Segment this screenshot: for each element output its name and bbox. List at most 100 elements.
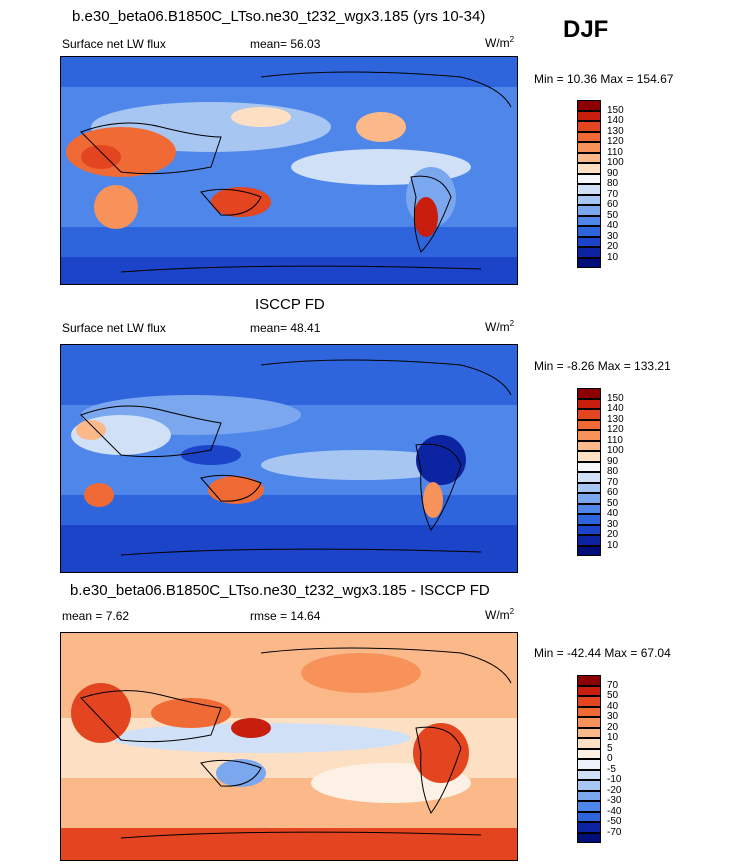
colorbar-swatch xyxy=(577,121,601,132)
colorbar-swatch xyxy=(577,748,601,759)
colorbar-tick-label: 40 xyxy=(607,508,619,519)
colorbar-tick-label: -70 xyxy=(607,826,622,838)
panel-1-units: W/m2 xyxy=(485,35,515,50)
panel-2-map xyxy=(60,344,518,573)
colorbar-tick-label: -10 xyxy=(607,774,622,785)
colorbar-swatch xyxy=(577,152,601,163)
colorbar-swatch xyxy=(577,696,601,707)
colorbar-swatch xyxy=(577,780,601,791)
colorbar-tick-label: 100 xyxy=(607,445,624,456)
colorbar-swatch xyxy=(577,832,601,843)
colorbar-tick-label: 80 xyxy=(607,178,619,189)
colorbar-tick-label: 110 xyxy=(607,434,623,446)
colorbar-tick-label: 90 xyxy=(607,455,619,467)
panel-1-minmax: Min = 10.36 Max = 154.67 xyxy=(534,72,674,86)
colorbar-tick-label: 40 xyxy=(607,220,619,231)
colorbar-swatch xyxy=(577,545,601,556)
panel-2-variable-label: Surface net LW flux xyxy=(62,321,166,335)
panel-3-rmse-label: rmse = 14.64 xyxy=(250,609,321,623)
colorbar-tick-label: 40 xyxy=(607,700,619,712)
colorbar-tick-label: 90 xyxy=(607,167,619,179)
colorbar-tick-label: 50 xyxy=(607,690,619,701)
colorbar-swatch xyxy=(577,247,601,258)
panel-3-units: W/m2 xyxy=(485,607,515,622)
colorbar-swatch xyxy=(577,801,601,812)
colorbar-tick-label: -5 xyxy=(607,763,616,775)
colorbar-tick-label: 130 xyxy=(607,413,624,425)
colorbar-tick-label: -20 xyxy=(607,784,622,796)
colorbar-swatch xyxy=(577,409,601,420)
colorbar-tick-label: 30 xyxy=(607,230,619,242)
colorbar-tick-label: 20 xyxy=(607,721,619,733)
colorbar-tick-label: 5 xyxy=(607,742,613,754)
colorbar-tick-label: 70 xyxy=(607,476,619,488)
colorbar-tick-label: -50 xyxy=(607,816,622,827)
colorbar-swatch xyxy=(577,236,601,247)
colorbar-tick-label: 140 xyxy=(607,115,624,126)
colorbar-tick-label: 120 xyxy=(607,136,624,147)
colorbar-swatch xyxy=(577,440,601,451)
panel-3-minmax: Min = -42.44 Max = 67.04 xyxy=(534,646,671,660)
colorbar-tick-label: 50 xyxy=(607,209,619,221)
colorbar-tick-label: -40 xyxy=(607,805,622,817)
colorbar-swatch xyxy=(577,482,601,493)
colorbar-swatch xyxy=(577,759,601,770)
colorbar-swatch xyxy=(577,100,601,111)
colorbar-swatch xyxy=(577,131,601,142)
colorbar-tick-label: 60 xyxy=(607,487,619,498)
colorbar-tick-label: 140 xyxy=(607,403,624,414)
colorbar-swatch xyxy=(577,524,601,535)
panel-1-variable-label: Surface net LW flux xyxy=(62,37,166,51)
colorbar-tick-label: 70 xyxy=(607,679,619,691)
colorbar-swatch xyxy=(577,727,601,738)
colorbar-swatch xyxy=(577,215,601,226)
colorbar-swatch xyxy=(577,811,601,822)
panel-2-mean-label: mean= 48.41 xyxy=(250,321,321,335)
colorbar-swatch xyxy=(577,493,601,504)
colorbar-swatch xyxy=(577,822,601,833)
panel-1-title: b.e30_beta06.B1850C_LTso.ne30_t232_wgx3.… xyxy=(72,8,486,25)
colorbar-tick-label: 0 xyxy=(607,753,613,764)
colorbar-swatch xyxy=(577,503,601,514)
colorbar-tick-label: 10 xyxy=(607,732,619,743)
panel-2-title: ISCCP FD xyxy=(255,296,325,313)
colorbar-swatch xyxy=(577,194,601,205)
colorbar-swatch xyxy=(577,675,601,686)
colorbar-tick-label: 50 xyxy=(607,497,619,509)
colorbar-swatch xyxy=(577,173,601,184)
panel-1-mean-label: mean= 56.03 xyxy=(250,37,321,51)
colorbar-tick-label: 20 xyxy=(607,529,619,540)
colorbar-tick-label: 130 xyxy=(607,125,624,137)
colorbar-swatch xyxy=(577,472,601,483)
colorbar-swatch xyxy=(577,451,601,462)
panel-1-map xyxy=(60,56,518,285)
colorbar-swatch xyxy=(577,706,601,717)
colorbar-tick-label: 10 xyxy=(607,539,619,551)
colorbar-swatch xyxy=(577,163,601,174)
colorbar-swatch xyxy=(577,461,601,472)
colorbar-swatch xyxy=(577,257,601,268)
panel-3-mean-label: mean = 7.62 xyxy=(62,609,130,623)
colorbar-swatch xyxy=(577,514,601,525)
colorbar-tick-label: 80 xyxy=(607,466,619,477)
colorbar-tick-label: 70 xyxy=(607,188,619,200)
colorbar-tick-label: 60 xyxy=(607,199,619,210)
colorbar-tick-label: 20 xyxy=(607,241,619,252)
colorbar-swatch xyxy=(577,738,601,749)
colorbar-swatch xyxy=(577,419,601,430)
colorbar-swatch xyxy=(577,535,601,546)
colorbar-tick-label: 10 xyxy=(607,251,619,263)
panel-3-title: b.e30_beta06.B1850C_LTso.ne30_t232_wgx3.… xyxy=(70,582,490,599)
colorbar-swatch xyxy=(577,205,601,216)
colorbar-swatch xyxy=(577,430,601,441)
panel-3-map xyxy=(60,632,518,861)
colorbar-tick-label: 150 xyxy=(607,104,624,116)
colorbar-tick-label: 150 xyxy=(607,392,624,404)
colorbar-swatch xyxy=(577,226,601,237)
colorbar-tick-label: 100 xyxy=(607,157,624,168)
colorbar-tick-label: 110 xyxy=(607,146,623,158)
season-label: DJF xyxy=(563,16,609,43)
colorbar-tick-label: 120 xyxy=(607,424,624,435)
colorbar-tick-label: 30 xyxy=(607,518,619,530)
colorbar-swatch xyxy=(577,769,601,780)
